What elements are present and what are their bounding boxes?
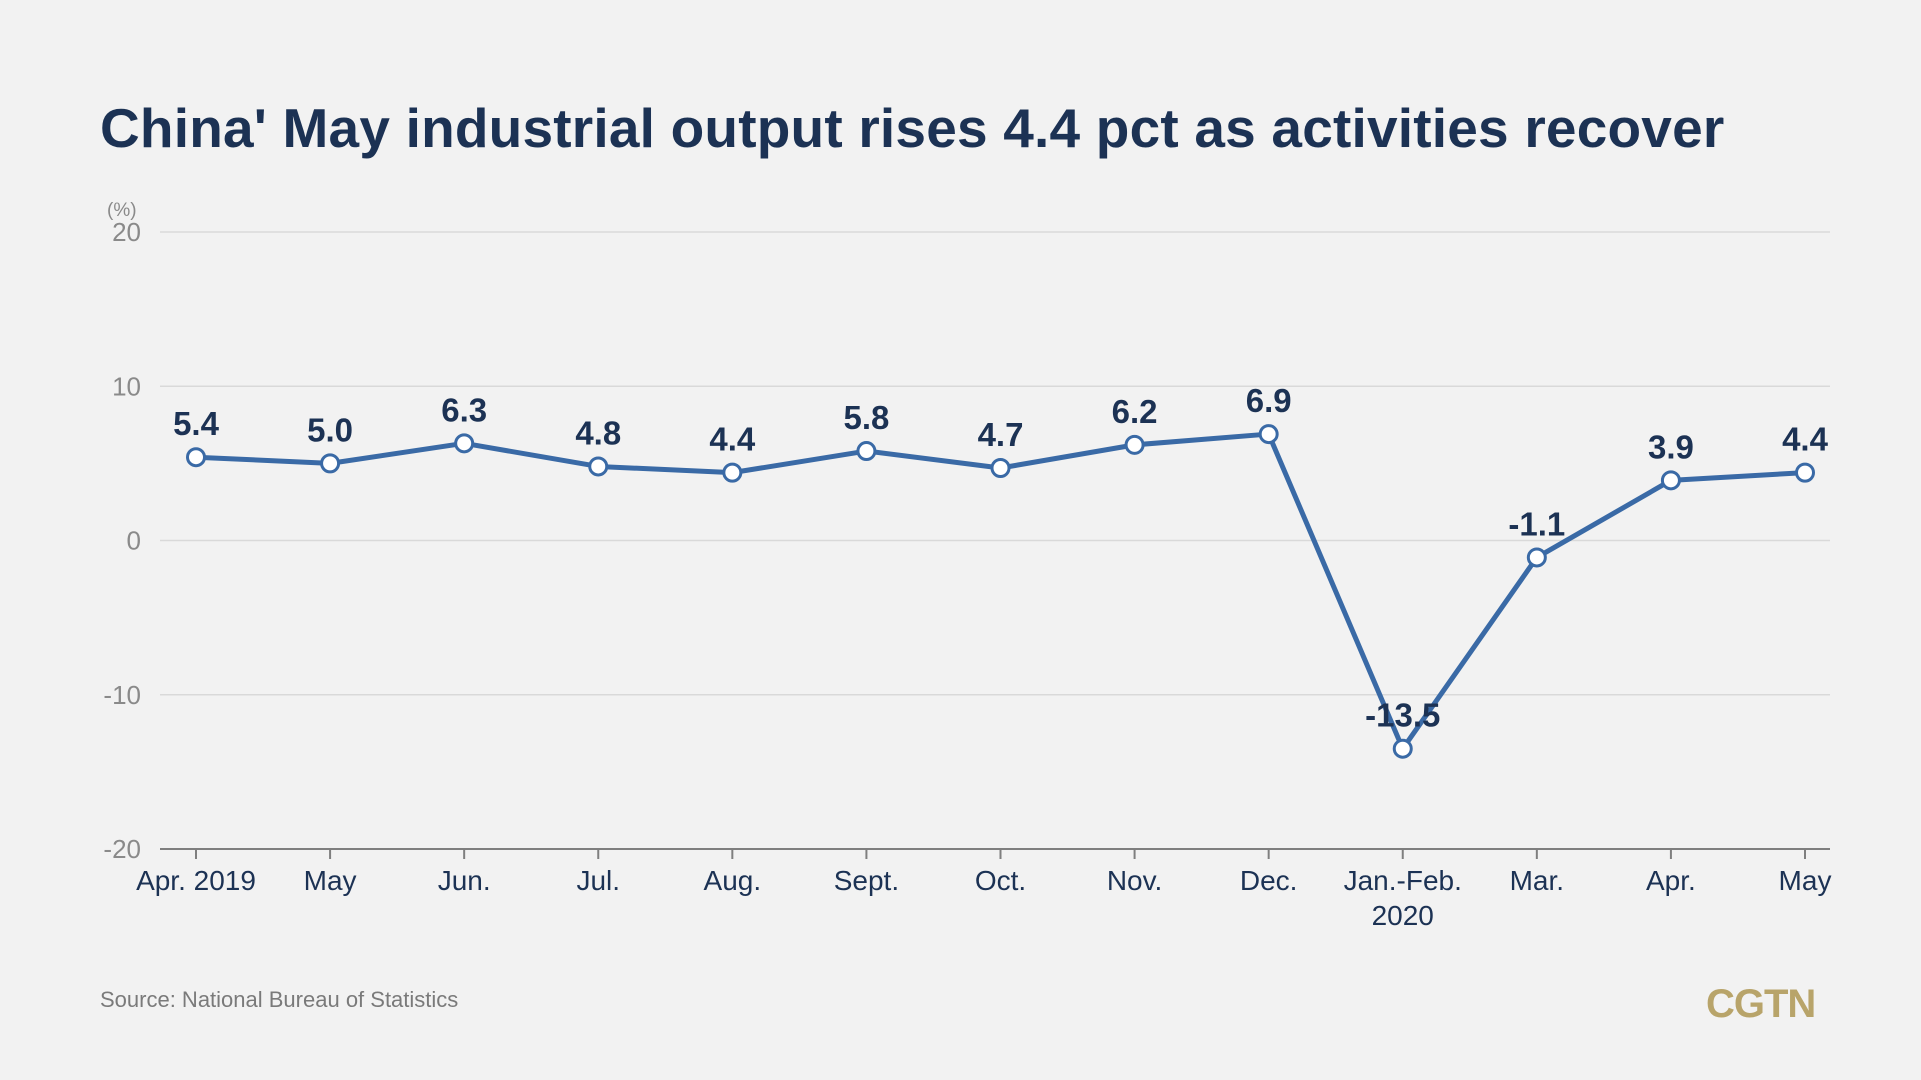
data-label: 4.8 — [575, 414, 621, 451]
data-point — [856, 441, 877, 462]
x-tick-label: Apr. 2019 — [136, 865, 256, 896]
x-tick-label: May — [304, 865, 357, 896]
chart-title: China' May industrial output rises 4.4 p… — [100, 97, 1725, 159]
data-label: 6.2 — [1112, 393, 1158, 430]
data-labels: 5.4 5.0 6.3 4.8 4.4 5.8 4.7 6.2 6.9 -13.5 -1.1 3.9 4… — [173, 382, 1829, 734]
x-tick-label: Oct. — [975, 865, 1026, 896]
data-label: 4.4 — [1782, 421, 1829, 458]
x-tick-label: Jul. — [576, 865, 620, 896]
data-label: 6.9 — [1246, 382, 1292, 419]
data-point — [320, 453, 341, 474]
data-label: 5.0 — [307, 411, 353, 448]
data-point — [722, 462, 743, 483]
gridlines — [160, 231, 1830, 696]
y-tick-label: -20 — [103, 834, 141, 864]
y-tick-label: 0 — [127, 526, 141, 556]
data-label: 5.8 — [843, 399, 889, 436]
y-axis: (%)20 10 0 -10 -20 — [103, 200, 141, 864]
x-tick-label: Apr. — [1646, 865, 1696, 896]
y-tick-label: 20 — [112, 217, 141, 247]
data-label: 4.4 — [709, 421, 756, 458]
data-point — [1526, 547, 1547, 568]
data-point — [186, 447, 206, 468]
y-tick-label: -10 — [103, 680, 141, 710]
data-point — [588, 456, 609, 477]
data-label: -1.1 — [1508, 505, 1565, 542]
cgtn-logo: CGTN — [1706, 982, 1816, 1026]
data-label: 6.3 — [441, 391, 487, 428]
x-tick-label: Dec. — [1240, 865, 1298, 896]
x-tick-label: Mar. — [1510, 865, 1564, 896]
x-tick-label: May — [1779, 865, 1832, 896]
data-point — [1258, 424, 1279, 445]
data-label: 5.4 — [173, 405, 220, 442]
data-point — [1660, 470, 1681, 491]
data-point — [1124, 434, 1145, 455]
data-label: 3.9 — [1648, 428, 1694, 465]
data-point — [454, 433, 475, 454]
x-tick-label: Nov. — [1107, 865, 1163, 896]
y-unit-label: (%) — [107, 200, 137, 221]
x-tick-label: Jan.-Feb. 2020 — [1344, 865, 1462, 931]
x-tick-label: Jun. — [438, 865, 491, 896]
data-label: -13.5 — [1365, 697, 1440, 734]
y-tick-label: 10 — [112, 371, 141, 401]
data-point — [1392, 738, 1413, 759]
source-note: Source: National Bureau of Statistics — [100, 987, 459, 1012]
series-line — [195, 431, 1806, 752]
data-points — [186, 424, 1815, 759]
x-tick-label: Sept. — [834, 865, 899, 896]
data-point — [1795, 462, 1815, 483]
x-axis: Apr. 2019 May Jun. Jul. Aug. Sept. Oct. Nov. Dec… — [136, 848, 1832, 931]
series-polyline — [195, 431, 1806, 752]
data-point — [990, 458, 1011, 479]
x-tick-label: Aug. — [704, 865, 762, 896]
data-label: 4.7 — [978, 416, 1024, 453]
